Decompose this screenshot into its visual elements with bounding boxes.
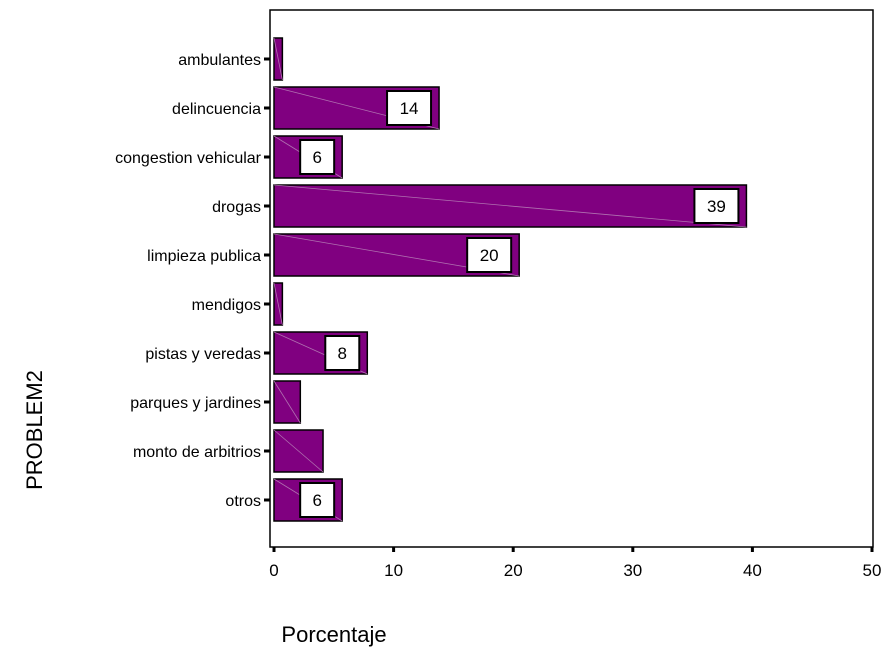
data-label-box bbox=[693, 188, 740, 224]
x-tick-label: 40 bbox=[743, 561, 762, 580]
data-label: 39 bbox=[707, 197, 726, 216]
data-label-box bbox=[386, 90, 433, 126]
data-label-box bbox=[466, 237, 513, 273]
data-label: 6 bbox=[312, 491, 321, 510]
bar-hatch bbox=[273, 429, 324, 473]
category-axis: ambulantes delincuencia congestion vehicul… bbox=[115, 52, 270, 510]
data-label-box bbox=[299, 482, 336, 518]
category-label: mendigos bbox=[192, 297, 261, 314]
data-label: 8 bbox=[338, 344, 347, 363]
bar-hatch bbox=[273, 380, 301, 424]
x-tick-label: 50 bbox=[863, 561, 882, 580]
y-axis-title: PROBLEM2 bbox=[22, 370, 47, 490]
data-label: 14 bbox=[400, 99, 419, 118]
category-label: parques y jardines bbox=[130, 395, 261, 412]
data-label: 6 bbox=[312, 148, 321, 167]
category-label: monto de arbitrios bbox=[133, 444, 261, 461]
category-label: delincuencia bbox=[172, 101, 261, 118]
data-label-box bbox=[299, 139, 336, 175]
category-label: limpieza publica bbox=[147, 248, 261, 265]
bars-group: 14 6 39 20 8 6 bbox=[273, 37, 748, 522]
category-label: congestion vehicular bbox=[115, 150, 262, 167]
category-label: drogas bbox=[212, 199, 261, 216]
bar-hatch bbox=[273, 282, 283, 326]
data-label-box bbox=[324, 335, 361, 371]
category-label: otros bbox=[225, 493, 261, 510]
data-label: 20 bbox=[480, 246, 499, 265]
x-tick-label: 10 bbox=[384, 561, 403, 580]
x-tick-label: 0 bbox=[269, 561, 278, 580]
x-tick-label: 30 bbox=[623, 561, 642, 580]
bar-hatch bbox=[273, 184, 747, 228]
category-label: ambulantes bbox=[178, 52, 261, 69]
x-axis-title: Porcentaje bbox=[281, 622, 386, 647]
bar-hatch bbox=[273, 37, 283, 81]
x-tick-label: 20 bbox=[504, 561, 523, 580]
category-label: pistas y veredas bbox=[145, 346, 261, 363]
x-axis: 0 10 20 30 40 50 bbox=[269, 547, 881, 580]
